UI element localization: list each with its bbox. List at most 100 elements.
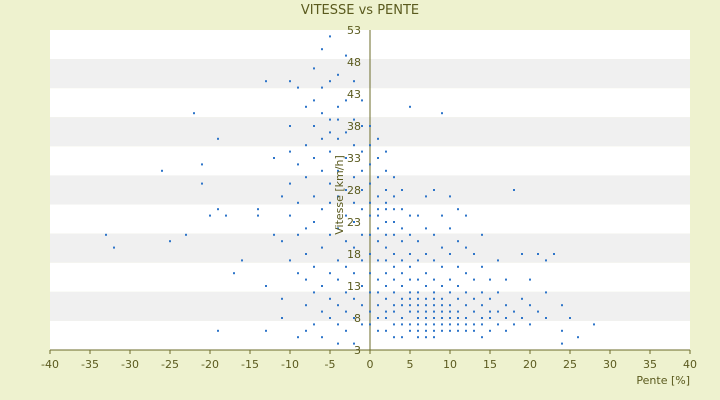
data-point <box>521 297 523 300</box>
data-point <box>337 73 339 76</box>
data-point <box>377 214 379 217</box>
data-point <box>577 336 579 339</box>
data-point <box>321 285 323 287</box>
data-point <box>409 214 411 217</box>
data-point <box>417 336 419 339</box>
data-point <box>433 317 435 319</box>
data-point <box>385 285 387 287</box>
data-point <box>377 157 379 159</box>
data-point <box>369 291 371 294</box>
data-point <box>425 227 427 230</box>
data-point <box>481 323 483 326</box>
data-point <box>313 67 315 70</box>
x-tick-label: -20 <box>201 358 219 371</box>
data-point <box>465 323 467 326</box>
data-point <box>537 310 539 313</box>
data-point <box>425 310 427 313</box>
data-point <box>361 189 363 191</box>
y-tick-label: 23 <box>347 216 361 229</box>
data-point <box>425 336 427 339</box>
data-point <box>297 336 299 339</box>
data-point <box>329 80 331 83</box>
data-point <box>441 317 443 319</box>
data-point <box>321 246 323 249</box>
data-point <box>425 272 427 275</box>
data-point <box>385 221 387 223</box>
data-point <box>401 317 403 319</box>
data-point <box>385 201 387 204</box>
data-point <box>345 291 347 294</box>
data-point <box>441 214 443 217</box>
data-point <box>545 317 547 319</box>
data-point <box>529 304 531 307</box>
data-point <box>465 317 467 319</box>
data-point <box>377 240 379 243</box>
data-point <box>441 304 443 307</box>
data-point <box>353 317 355 319</box>
data-point <box>361 125 363 127</box>
data-point <box>377 317 379 319</box>
data-point <box>345 189 347 191</box>
data-point <box>393 208 395 211</box>
data-point <box>465 272 467 275</box>
data-point <box>441 112 443 115</box>
data-point <box>441 323 443 326</box>
data-point <box>401 304 403 307</box>
data-point <box>305 329 307 332</box>
data-point <box>281 240 283 243</box>
data-point <box>457 317 459 319</box>
data-point <box>385 297 387 300</box>
data-point <box>465 214 467 217</box>
data-point <box>369 125 371 127</box>
data-point <box>369 214 371 217</box>
data-point <box>329 233 331 236</box>
data-point <box>297 86 299 89</box>
data-point <box>393 195 395 198</box>
data-point <box>369 323 371 326</box>
data-point <box>409 329 411 332</box>
data-point <box>289 125 291 127</box>
data-point <box>537 253 539 255</box>
data-point <box>433 329 435 332</box>
data-point <box>345 240 347 243</box>
data-point <box>217 137 219 140</box>
data-point <box>265 80 267 83</box>
y-axis-title: Vitesse [km/h] <box>333 155 346 235</box>
data-point <box>385 208 387 211</box>
data-point <box>497 310 499 313</box>
data-point <box>369 182 371 185</box>
x-tick-label: 20 <box>523 358 537 371</box>
data-point <box>353 118 355 121</box>
data-point <box>505 304 507 307</box>
data-point <box>321 169 323 172</box>
data-point <box>561 304 563 307</box>
data-point <box>449 253 451 255</box>
data-point <box>289 182 291 185</box>
data-point <box>401 259 403 262</box>
data-point <box>361 323 363 326</box>
data-point <box>345 99 347 102</box>
data-point <box>417 304 419 307</box>
data-point <box>337 118 339 121</box>
data-point <box>337 278 339 281</box>
data-point <box>401 272 403 275</box>
data-point <box>337 105 339 108</box>
data-point <box>441 246 443 249</box>
data-point <box>361 208 363 211</box>
data-point <box>337 304 339 307</box>
data-point <box>217 208 219 211</box>
data-point <box>433 291 435 294</box>
data-point <box>449 323 451 326</box>
data-point <box>289 214 291 217</box>
x-tick-label: 35 <box>643 358 657 371</box>
data-point <box>441 329 443 332</box>
data-point <box>417 329 419 332</box>
data-point <box>489 317 491 319</box>
data-point <box>313 221 315 223</box>
data-point <box>329 182 331 185</box>
data-point <box>401 336 403 339</box>
data-point <box>401 189 403 191</box>
data-point <box>401 227 403 230</box>
